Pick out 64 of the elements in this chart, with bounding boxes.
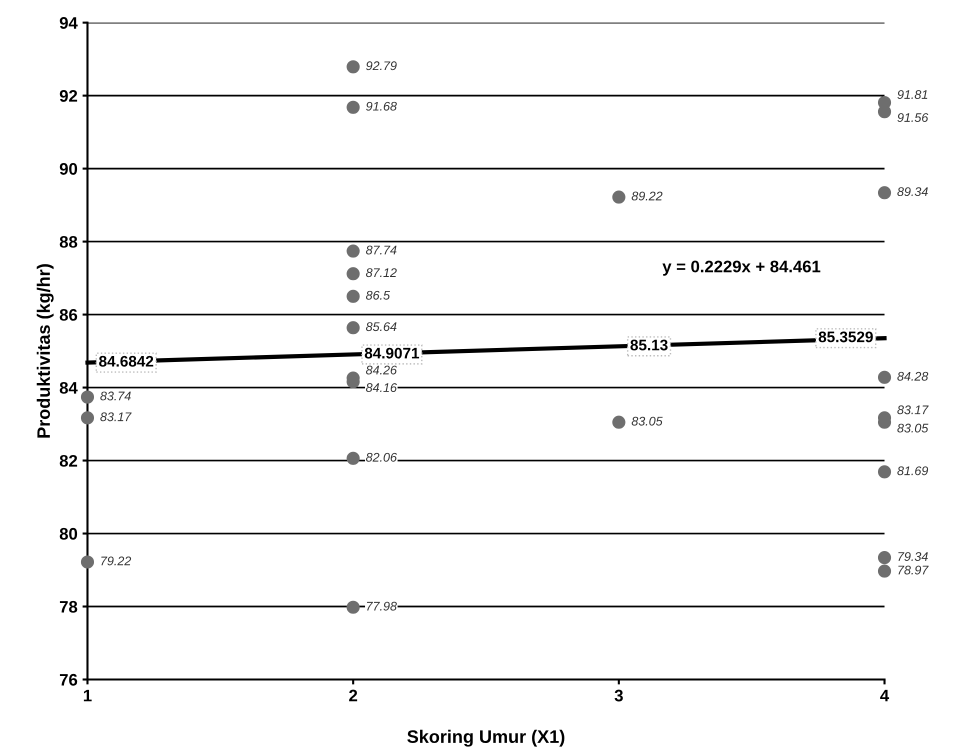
data-label: 84.26 (366, 366, 397, 374)
point (878, 105, 892, 118)
data-label: 83.05 (897, 424, 928, 433)
point (346, 267, 360, 280)
data-label: 87.12 (366, 268, 397, 278)
data-label: 92.79 (366, 61, 397, 70)
data-label: 84.16 (366, 383, 397, 392)
y-tick-label: 92 (60, 90, 78, 102)
data-label: 79.22 (101, 556, 132, 566)
y-tick-label: 94 (60, 17, 78, 29)
y-tick-label: 76 (60, 674, 78, 686)
x-axis-title: Skoring Umur (X1) (407, 730, 564, 747)
y-axis-title: Produktivitas (kg/hr) (36, 264, 54, 438)
data-label: 89.22 (632, 192, 662, 200)
point (878, 551, 892, 564)
point (878, 370, 892, 384)
data-label: 87.74 (366, 246, 396, 254)
data-label: 83.74 (100, 392, 131, 400)
point (346, 290, 360, 303)
point (878, 465, 892, 478)
point (878, 564, 892, 578)
data-label: 84.6842 (99, 356, 154, 367)
data-label: 81.69 (897, 466, 928, 476)
y-tick-label: 82 (60, 454, 78, 467)
point (612, 416, 626, 429)
data-label: 82.06 (366, 452, 397, 462)
point (346, 452, 360, 465)
point (80, 390, 94, 404)
x-tick-label: 4 (880, 690, 890, 702)
y-tick-label: 86 (60, 308, 78, 321)
point (346, 321, 360, 334)
data-label: 85.64 (366, 322, 396, 332)
y-tick-label: 84 (60, 382, 78, 394)
data-label: 91.68 (366, 102, 397, 111)
x-tick-label: 2 (349, 690, 358, 702)
point (346, 60, 360, 74)
point (612, 190, 626, 204)
data-label: 91.56 (897, 113, 928, 122)
x-tick-label: 1 (84, 690, 92, 702)
data-label: 84.28 (897, 372, 928, 381)
point (346, 600, 360, 614)
data-label: 91.81 (897, 90, 928, 99)
point (80, 555, 94, 569)
data-label: 78.97 (898, 566, 929, 574)
annotation: y = 0.2229x + 84.461 (662, 260, 820, 276)
data-label: 86.5 (366, 290, 390, 300)
data-label: 84.9071 (364, 348, 420, 359)
y-tick-label: 90 (60, 163, 78, 175)
y-tick-label: 80 (60, 528, 78, 540)
data-label: 85.3529 (818, 331, 873, 342)
y-tick-label: 88 (60, 236, 78, 248)
data-label: 83.17 (897, 405, 929, 414)
point (346, 244, 360, 258)
y-tick-label: 78 (60, 600, 78, 613)
data-label: 83.17 (100, 412, 132, 422)
data-label: 85.13 (630, 340, 668, 350)
data-label: 83.05 (632, 416, 663, 426)
data-label: 77.98 (366, 602, 397, 611)
x-tick-label: 3 (614, 690, 623, 702)
point (346, 100, 360, 114)
data-label: 89.34 (897, 187, 928, 196)
data-label: 79.34 (898, 552, 928, 561)
point (80, 411, 94, 424)
point (878, 186, 892, 200)
